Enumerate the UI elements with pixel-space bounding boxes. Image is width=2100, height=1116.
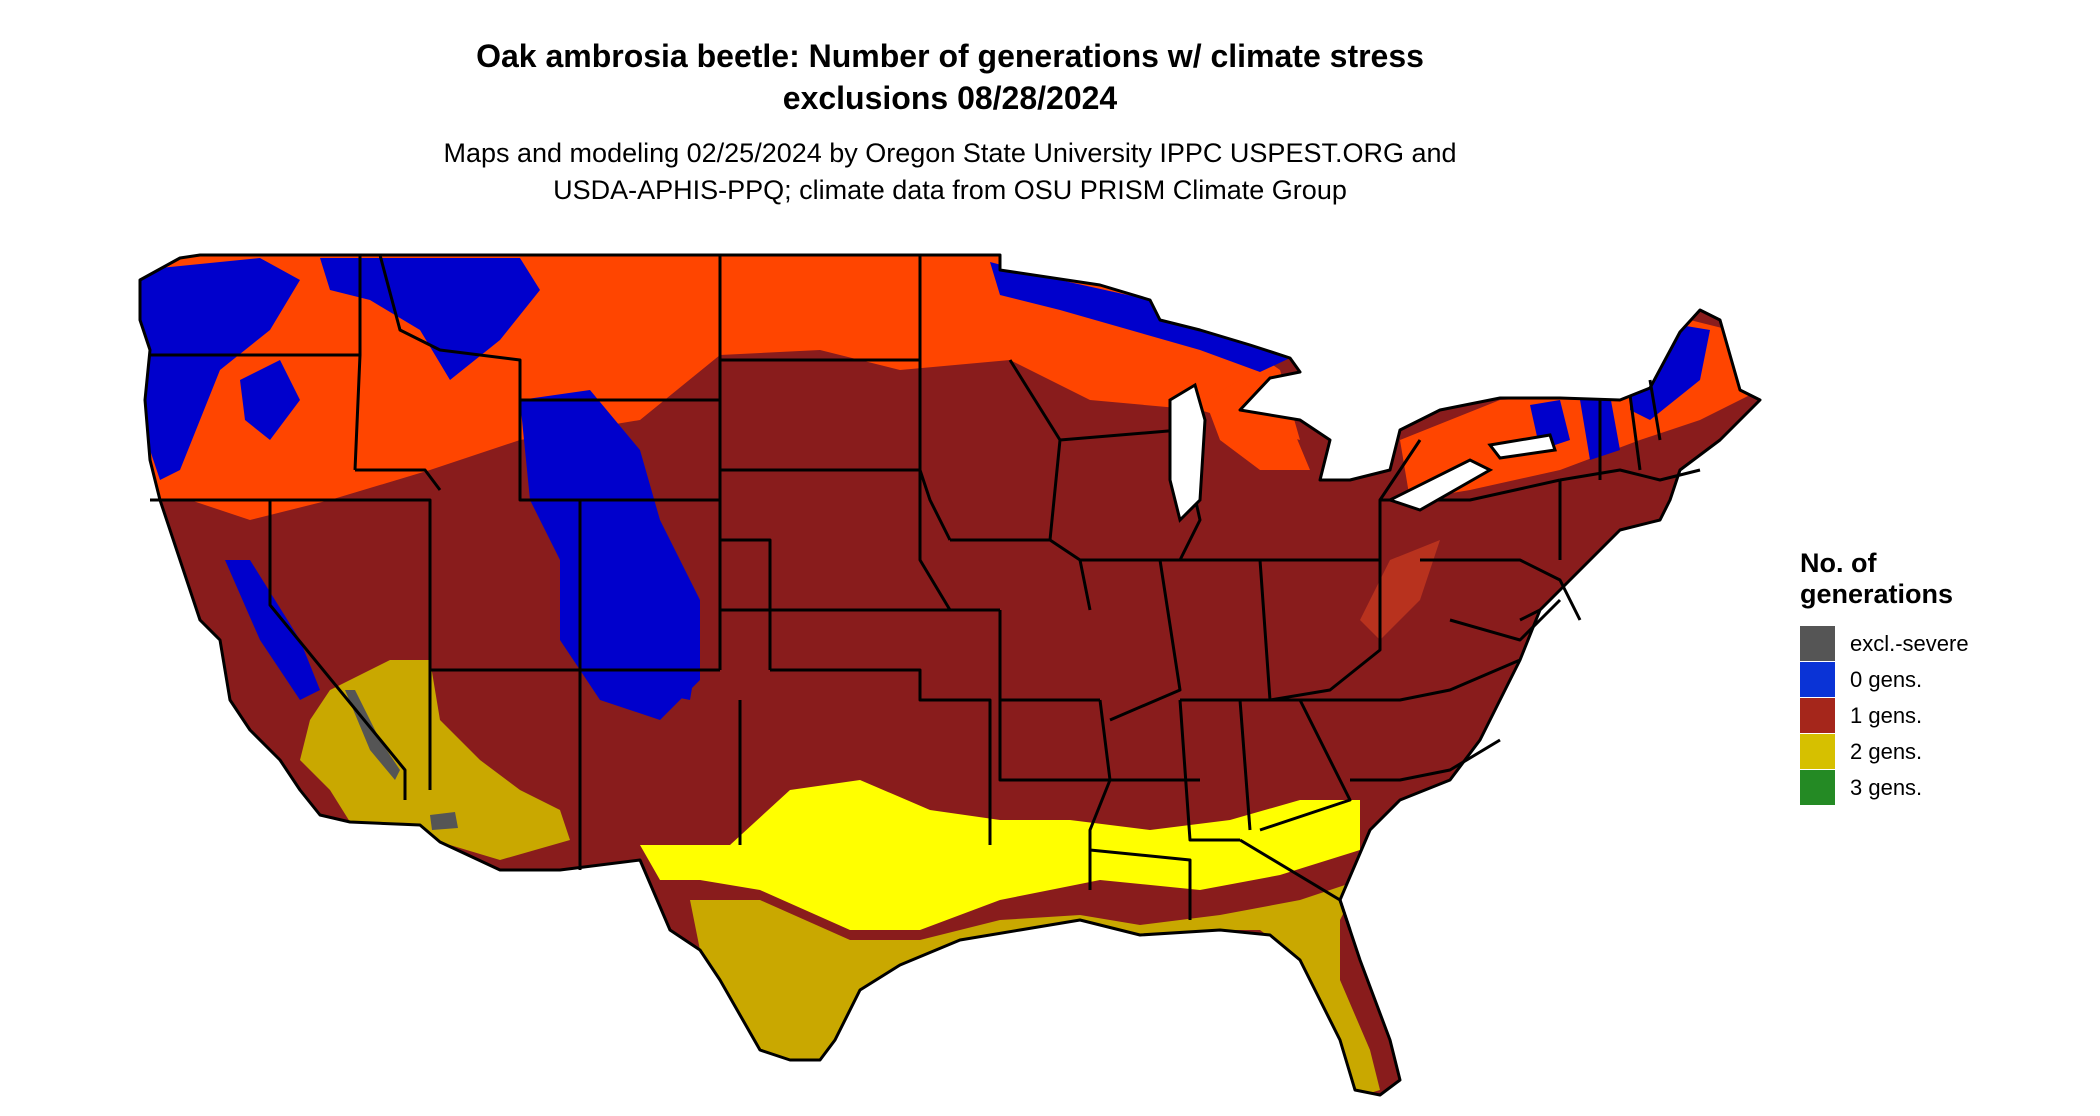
legend-item: 2 gens. <box>1800 734 2060 770</box>
legend-label: 3 gens. <box>1850 775 1923 800</box>
zone-0-gen-maine <box>1630 325 1710 420</box>
legend-label: 1 gens. <box>1850 703 1923 728</box>
zone-0-gen-colorado <box>600 560 700 700</box>
zone-0-gen-cascades <box>240 360 300 440</box>
zone-0-gen-pacific-nw <box>140 258 300 480</box>
zone-0-gen-sierra <box>225 560 320 700</box>
legend-swatch <box>1800 662 1835 697</box>
legend-item: 0 gens. <box>1800 662 2060 698</box>
map-subtitle-line2: USDA-APHIS-PPQ; climate data from OSU PR… <box>553 175 1347 205</box>
zone-transition-michigan <box>1205 380 1310 470</box>
map-subtitle-line1: Maps and modeling 02/25/2024 by Oregon S… <box>443 138 1457 168</box>
zone-transition-north <box>140 255 1010 520</box>
zone-0-gen-northern-rockies <box>320 258 540 380</box>
state-borders <box>138 253 1762 1097</box>
zone-2-gen-gulf <box>690 880 1380 1095</box>
legend-item: 1 gens. <box>1800 698 2060 734</box>
legend-item: 3 gens. <box>1800 770 2060 806</box>
great-lakes <box>1168 382 1557 523</box>
legend-title-line2: generations <box>1800 579 1954 609</box>
legend-swatch <box>1800 770 1835 805</box>
zone-2-gen-desert <box>300 660 570 860</box>
lake-ontario <box>1487 433 1557 460</box>
lake-michigan <box>1168 382 1207 523</box>
legend-swatch <box>1800 626 1835 661</box>
legend-label: excl.-severe <box>1850 631 1969 656</box>
legend-label: 2 gens. <box>1850 739 1923 764</box>
legend-label: 0 gens. <box>1850 667 1923 692</box>
legend-swatch <box>1800 734 1835 769</box>
zone-excl-severe-2 <box>430 812 458 830</box>
legend-item: excl.-severe <box>1800 626 2060 662</box>
legend-title-line1: No. of <box>1800 548 1877 578</box>
zone-0-gen-lake-superior <box>990 262 1290 372</box>
map-title-line2: exclusions 08/28/2024 <box>782 80 1118 116</box>
legend: No. of generations excl.-severe 0 gens. … <box>1800 548 2060 806</box>
zone-2-gen-bright <box>640 780 1360 930</box>
legend-swatch <box>1800 698 1835 733</box>
lake-erie <box>1386 458 1494 512</box>
map-title-line1: Oak ambrosia beetle: Number of generatio… <box>476 38 1424 74</box>
